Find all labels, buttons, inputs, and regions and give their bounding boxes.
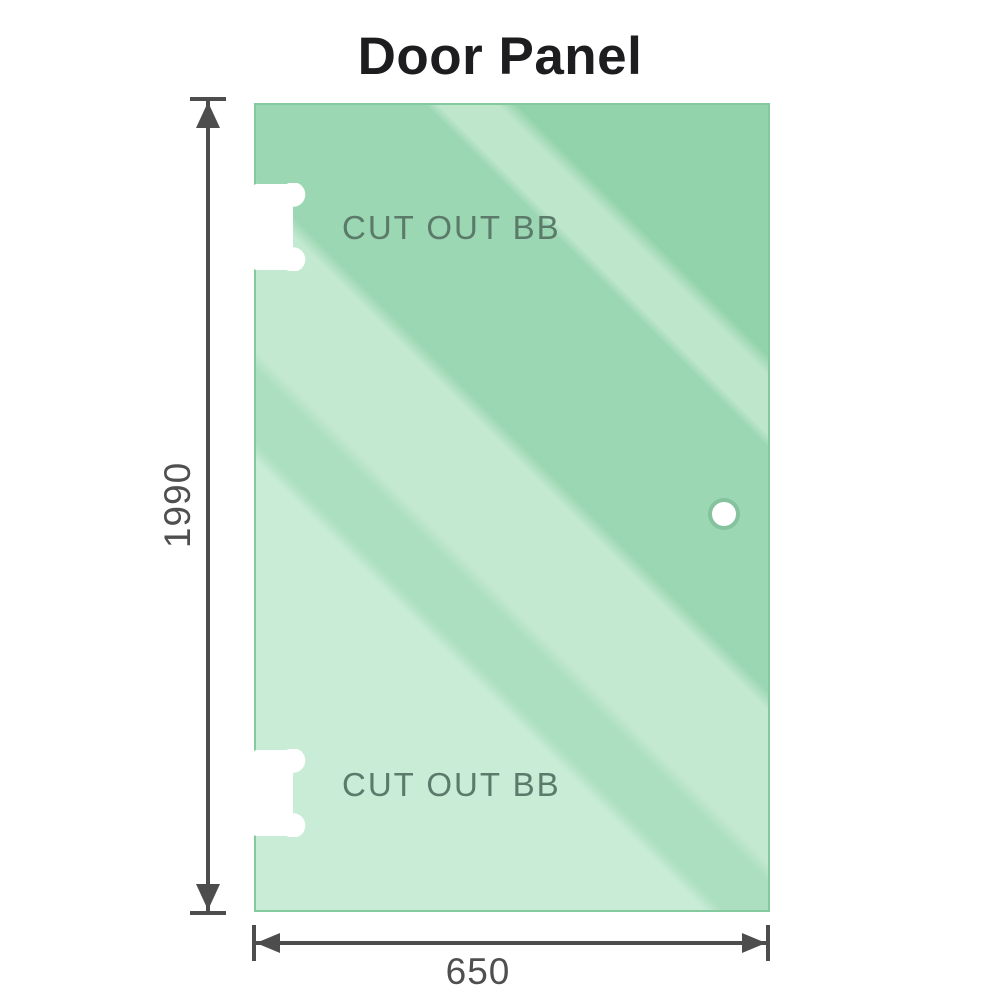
arrow-right-icon [742,933,766,953]
arrow-left-icon [256,933,280,953]
width-dimension-left-tick [252,925,256,961]
height-dimension-line [206,101,210,911]
arrow-down-icon [196,884,220,910]
glass-panel: CUT OUT BB CUT OUT BB [252,103,770,912]
height-dimension-top-cap [190,97,226,101]
cutout-label-bottom: CUT OUT BB [342,766,561,803]
handle-hole [712,502,736,526]
height-dimension-value: 1990 [157,461,198,549]
width-dimension-line [256,941,766,945]
arrow-up-icon [196,102,220,128]
hinge-cutout-top-icon [252,183,306,271]
height-dimension-bottom-cap [190,911,226,915]
hinge-cutout-bottom-icon [252,749,306,837]
width-dimension-value: 650 [445,951,511,992]
page-title: Door Panel [357,27,643,86]
width-dimension-right-tick [766,925,770,961]
cutout-label-top: CUT OUT BB [342,209,561,246]
